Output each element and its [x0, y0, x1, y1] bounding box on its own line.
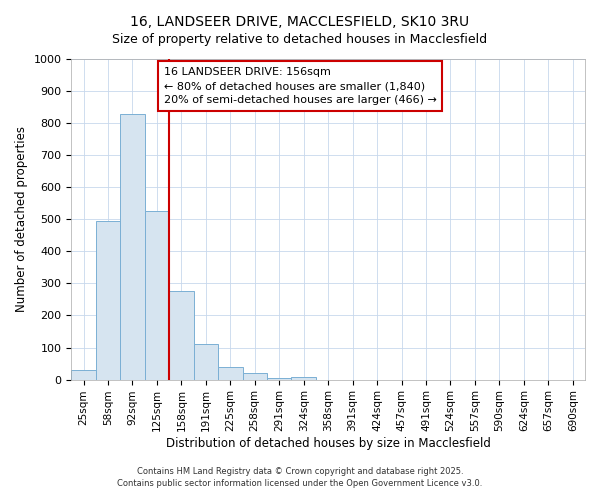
Bar: [169, 292, 194, 380]
Bar: [292, 377, 316, 380]
X-axis label: Distribution of detached houses by size in Macclesfield: Distribution of detached houses by size …: [166, 437, 491, 450]
Bar: [194, 344, 218, 380]
Bar: [267, 378, 292, 380]
Bar: [242, 373, 267, 380]
Text: Contains HM Land Registry data © Crown copyright and database right 2025.
Contai: Contains HM Land Registry data © Crown c…: [118, 466, 482, 487]
Text: Size of property relative to detached houses in Macclesfield: Size of property relative to detached ho…: [112, 32, 488, 46]
Y-axis label: Number of detached properties: Number of detached properties: [15, 126, 28, 312]
Bar: [218, 367, 242, 380]
Text: 16, LANDSEER DRIVE, MACCLESFIELD, SK10 3RU: 16, LANDSEER DRIVE, MACCLESFIELD, SK10 3…: [130, 15, 470, 29]
Bar: [96, 221, 120, 380]
Bar: [120, 114, 145, 380]
Bar: [71, 370, 96, 380]
Bar: [145, 212, 169, 380]
Text: 16 LANDSEER DRIVE: 156sqm
← 80% of detached houses are smaller (1,840)
20% of se: 16 LANDSEER DRIVE: 156sqm ← 80% of detac…: [164, 67, 437, 105]
